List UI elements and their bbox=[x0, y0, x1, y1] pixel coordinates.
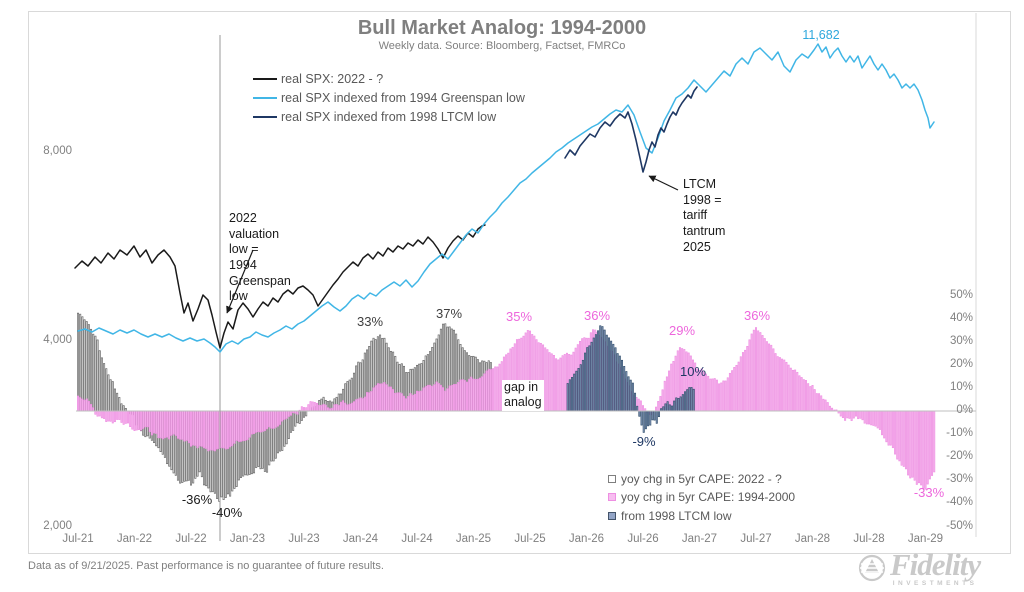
line-swatch-icon bbox=[253, 116, 277, 118]
right-axis-tick-label: 20% bbox=[949, 357, 973, 370]
right-axis-tick-label: 0% bbox=[956, 404, 973, 416]
left-axis-tick-label: 4,000 bbox=[43, 334, 72, 346]
x-tick-label: Jul-26 bbox=[627, 533, 659, 545]
bar-swatch-icon bbox=[608, 493, 616, 501]
fidelity-logo-tagline: INVESTMENTS bbox=[892, 579, 978, 587]
chart-border bbox=[28, 11, 1011, 554]
line-series-0 bbox=[74, 224, 486, 349]
value-label: 35% bbox=[505, 309, 533, 324]
x-tick-label: Jul-27 bbox=[740, 533, 772, 545]
bar-swatch-icon bbox=[608, 512, 616, 520]
x-tick-label: Jan-22 bbox=[116, 533, 153, 545]
line-swatch-icon bbox=[253, 97, 277, 99]
line-series-1 bbox=[77, 43, 935, 353]
value-label: -36% bbox=[181, 492, 213, 507]
right-axis-tick-label: -20% bbox=[946, 450, 973, 463]
x-tick-label: Jul-21 bbox=[62, 533, 94, 545]
annotation-ltcm-arrow bbox=[648, 175, 679, 191]
annotation-ltcm: LTCM 1998 = tariff tantrum 2025 bbox=[683, 177, 726, 254]
x-tick-label: Jan-28 bbox=[794, 533, 831, 545]
legend-label: from 1998 LTCM low bbox=[621, 509, 732, 523]
legend-label: yoy chg in 5yr CAPE: 2022 - ? bbox=[621, 472, 782, 486]
legend-label: real SPX: 2022 - ? bbox=[281, 72, 384, 86]
legend-spx-1998: real SPX indexed from 1998 LTCM low bbox=[253, 110, 496, 124]
x-tick-label: Jan-29 bbox=[907, 533, 944, 545]
x-tick-label: Jan-27 bbox=[681, 533, 718, 545]
gap-in-analog-note: gap in analog bbox=[502, 380, 544, 411]
x-tick-label: Jan-23 bbox=[229, 533, 266, 545]
legend-cape-1994: yoy chg in 5yr CAPE: 1994-2000 bbox=[608, 490, 795, 504]
legend-cape-2022: yoy chg in 5yr CAPE: 2022 - ? bbox=[608, 472, 782, 486]
right-axis-tick-label: -10% bbox=[946, 427, 973, 440]
line-swatch-icon bbox=[253, 78, 277, 80]
right-axis-tick-label: 40% bbox=[949, 311, 973, 324]
value-label: 11,682 bbox=[802, 28, 840, 42]
disclaimer-text: Data as of 9/21/2025. Past performance i… bbox=[28, 560, 384, 572]
bar-series-0 bbox=[76, 312, 492, 502]
right-axis-tick-label: -30% bbox=[946, 473, 973, 486]
chart-title: Bull Market Analog: 1994-2000 bbox=[357, 17, 647, 39]
right-axis-tick-label: 10% bbox=[949, 380, 973, 393]
fidelity-logo: Fidelity INVESTMENTS bbox=[856, 547, 981, 588]
value-label: 37% bbox=[435, 306, 463, 321]
x-tick-label: Jul-23 bbox=[288, 533, 320, 545]
value-label: 10% bbox=[679, 364, 707, 379]
x-tick-label: Jan-25 bbox=[455, 533, 492, 545]
value-label: -9% bbox=[632, 434, 656, 449]
value-label: 29% bbox=[668, 323, 696, 338]
value-label: 36% bbox=[743, 308, 771, 323]
legend-label: real SPX indexed from 1994 Greenspan low bbox=[281, 91, 525, 105]
x-tick-label: Jan-26 bbox=[568, 533, 605, 545]
fidelity-pyramid-icon bbox=[856, 551, 888, 588]
chart-subtitle: Weekly data. Source: Bloomberg, Factset,… bbox=[378, 40, 626, 52]
legend-spx-1994: real SPX indexed from 1994 Greenspan low bbox=[253, 91, 525, 105]
right-axis-tick-label: 30% bbox=[949, 334, 973, 347]
bar-swatch-icon bbox=[608, 475, 616, 483]
bar-series-2 bbox=[566, 325, 695, 433]
x-tick-label: Jul-25 bbox=[514, 533, 546, 545]
legend-label: yoy chg in 5yr CAPE: 1994-2000 bbox=[621, 490, 796, 504]
legend-label: real SPX indexed from 1998 LTCM low bbox=[281, 110, 497, 124]
right-axis-tick-label: -50% bbox=[946, 519, 973, 532]
left-axis-tick-label: 2,000 bbox=[43, 520, 72, 532]
fidelity-logo-text: Fidelity bbox=[890, 547, 981, 582]
x-tick-label: Jul-24 bbox=[401, 533, 433, 545]
annotation-2022-low-arrow bbox=[226, 249, 254, 314]
value-label: -33% bbox=[913, 485, 945, 500]
x-tick-label: Jul-28 bbox=[853, 533, 885, 545]
left-axis-tick-label: 8,000 bbox=[43, 145, 72, 157]
annotation-2022-low: 2022 valuation low = 1994 Greenspan low bbox=[229, 211, 291, 304]
value-label: 36% bbox=[583, 308, 611, 323]
right-axis-tick-label: -40% bbox=[946, 496, 973, 509]
x-tick-label: Jan-24 bbox=[342, 533, 379, 545]
legend-spx-2022: real SPX: 2022 - ? bbox=[253, 72, 383, 86]
line-series-2 bbox=[564, 86, 698, 173]
right-axis-tick-label: 50% bbox=[949, 288, 973, 301]
value-label: 33% bbox=[356, 314, 384, 329]
legend-cape-1998: from 1998 LTCM low bbox=[608, 509, 731, 523]
x-tick-label: Jul-22 bbox=[175, 533, 207, 545]
value-label: -40% bbox=[211, 505, 243, 520]
